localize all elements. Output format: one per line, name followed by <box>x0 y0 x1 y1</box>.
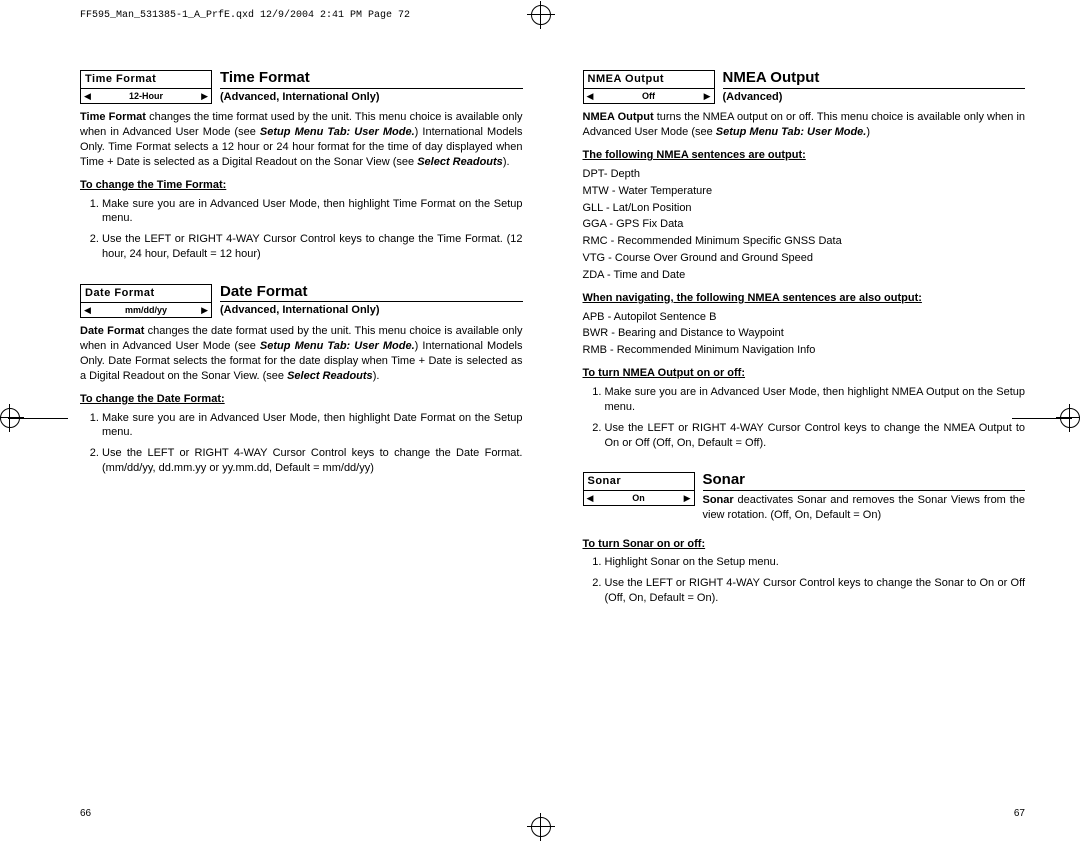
section-title: NMEA Output <box>723 70 1026 89</box>
body-text: NMEA Output turns the NMEA output on or … <box>583 110 1026 140</box>
right-arrow-icon: ▶ <box>704 90 711 102</box>
nmea-sentence: GGA - GPS Fix Data <box>583 217 1026 232</box>
body-text: Time Format changes the time format used… <box>80 110 523 169</box>
left-arrow-icon: ◀ <box>587 492 594 504</box>
steps-list: Make sure you are in Advanced User Mode,… <box>583 385 1026 450</box>
crop-line-left <box>8 418 68 419</box>
step-item: Make sure you are in Advanced User Mode,… <box>605 385 1026 415</box>
menu-box-value: 12-Hour <box>129 90 163 102</box>
section-subtitle: (Advanced, International Only) <box>220 303 523 318</box>
menu-box-title: Sonar <box>584 473 694 491</box>
step-item: Use the LEFT or RIGHT 4-WAY Cursor Contr… <box>605 421 1026 451</box>
nmea-sentence: DPT- Depth <box>583 167 1026 182</box>
nav-sentences-heading: When navigating, the following NMEA sent… <box>583 291 1026 306</box>
step-item: Use the LEFT or RIGHT 4-WAY Cursor Contr… <box>605 576 1026 606</box>
left-page: Time Format ◀ 12-Hour ▶ Time Format (Adv… <box>80 70 523 797</box>
sentences-heading: The following NMEA sentences are output: <box>583 148 1026 163</box>
right-arrow-icon: ▶ <box>201 304 208 316</box>
menu-box-title: Date Format <box>81 285 211 303</box>
menu-box-title: Time Format <box>81 71 211 89</box>
registration-mark-top <box>531 5 551 25</box>
date-format-section: Date Format ◀ mm/dd/yy ▶ Date Format (Ad… <box>80 284 523 476</box>
nmea-nav-sentence: APB - Autopilot Sentence B <box>583 310 1026 325</box>
section-title: Time Format <box>220 70 523 89</box>
left-arrow-icon: ◀ <box>84 90 91 102</box>
menu-box-value: On <box>632 492 645 504</box>
section-title: Sonar <box>703 472 1026 491</box>
nmea-sentence: VTG - Course Over Ground and Ground Spee… <box>583 251 1026 266</box>
sonar-section: Sonar ◀ On ▶ Sonar Sonar deactivates Son… <box>583 472 1026 606</box>
step-item: Use the LEFT or RIGHT 4-WAY Cursor Contr… <box>102 446 523 476</box>
right-arrow-icon: ▶ <box>684 492 691 504</box>
nmea-output-section: NMEA Output ◀ Off ▶ NMEA Output (Advance… <box>583 70 1026 450</box>
nmea-sentence: MTW - Water Temperature <box>583 184 1026 199</box>
time-format-section: Time Format ◀ 12-Hour ▶ Time Format (Adv… <box>80 70 523 262</box>
right-page: NMEA Output ◀ Off ▶ NMEA Output (Advance… <box>583 70 1026 797</box>
page-spread: Time Format ◀ 12-Hour ▶ Time Format (Adv… <box>80 70 1025 797</box>
nmea-sentence: ZDA - Time and Date <box>583 268 1026 283</box>
sonar-menu-box: Sonar ◀ On ▶ <box>583 472 695 506</box>
step-item: Use the LEFT or RIGHT 4-WAY Cursor Contr… <box>102 232 523 262</box>
nmea-menu-box: NMEA Output ◀ Off ▶ <box>583 70 715 104</box>
step-item: Make sure you are in Advanced User Mode,… <box>102 411 523 441</box>
menu-box-value: Off <box>642 90 655 102</box>
menu-box-value: mm/dd/yy <box>125 304 167 316</box>
section-title: Date Format <box>220 284 523 303</box>
nmea-sentence: GLL - Lat/Lon Position <box>583 201 1026 216</box>
body-text: Sonar deactivates Sonar and removes the … <box>703 493 1026 523</box>
how-to-heading: To turn Sonar on or off: <box>583 537 1026 552</box>
page-number-right: 67 <box>1014 808 1025 819</box>
time-format-menu-box: Time Format ◀ 12-Hour ▶ <box>80 70 212 104</box>
print-header: FF595_Man_531385-1_A_PrfE.qxd 12/9/2004 … <box>80 10 410 21</box>
how-to-heading: To change the Date Format: <box>80 392 523 407</box>
step-item: Make sure you are in Advanced User Mode,… <box>102 197 523 227</box>
section-subtitle: (Advanced) <box>723 90 1026 105</box>
date-format-menu-box: Date Format ◀ mm/dd/yy ▶ <box>80 284 212 318</box>
registration-mark-bottom <box>531 817 551 837</box>
menu-box-title: NMEA Output <box>584 71 714 89</box>
step-item: Highlight Sonar on the Setup menu. <box>605 555 1026 570</box>
body-text: Date Format changes the date format used… <box>80 324 523 383</box>
nmea-sentence: RMC - Recommended Minimum Specific GNSS … <box>583 234 1026 249</box>
how-to-heading: To change the Time Format: <box>80 178 523 193</box>
left-arrow-icon: ◀ <box>84 304 91 316</box>
nmea-nav-sentence: BWR - Bearing and Distance to Waypoint <box>583 326 1026 341</box>
left-arrow-icon: ◀ <box>587 90 594 102</box>
steps-list: Make sure you are in Advanced User Mode,… <box>80 197 523 262</box>
how-to-heading: To turn NMEA Output on or off: <box>583 366 1026 381</box>
steps-list: Highlight Sonar on the Setup menu. Use t… <box>583 555 1026 606</box>
page-number-left: 66 <box>80 808 91 819</box>
right-arrow-icon: ▶ <box>201 90 208 102</box>
section-subtitle: (Advanced, International Only) <box>220 90 523 105</box>
nmea-nav-sentence: RMB - Recommended Minimum Navigation Inf… <box>583 343 1026 358</box>
steps-list: Make sure you are in Advanced User Mode,… <box>80 411 523 476</box>
